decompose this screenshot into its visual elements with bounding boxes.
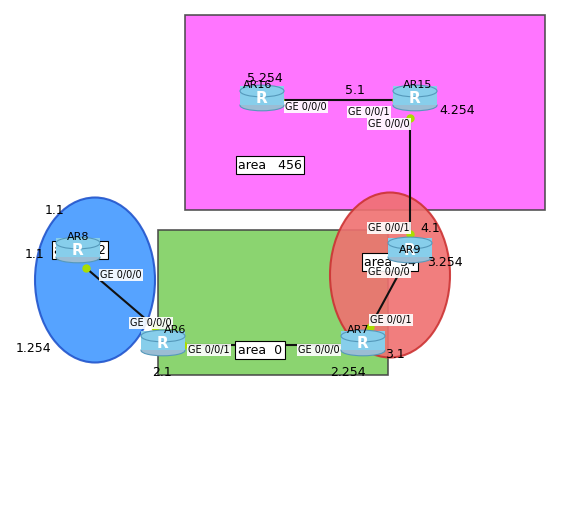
Text: GE 0/0/1: GE 0/0/1	[370, 315, 412, 325]
Text: AR15: AR15	[403, 80, 433, 90]
Text: AR9: AR9	[399, 245, 421, 255]
Text: AR8: AR8	[67, 232, 89, 242]
FancyBboxPatch shape	[240, 86, 284, 105]
Ellipse shape	[330, 192, 450, 357]
Ellipse shape	[240, 100, 284, 111]
Text: GE 0/0/0: GE 0/0/0	[100, 270, 141, 280]
Text: GE 0/0/0: GE 0/0/0	[298, 345, 339, 355]
Text: GE 0/0/1: GE 0/0/1	[368, 223, 410, 233]
Text: AR6: AR6	[164, 325, 186, 335]
Text: 4.254: 4.254	[439, 103, 475, 117]
Ellipse shape	[56, 237, 100, 249]
Text: GE 0/0/0: GE 0/0/0	[285, 102, 327, 112]
Ellipse shape	[56, 252, 100, 263]
Text: 2.254: 2.254	[330, 366, 366, 380]
Ellipse shape	[388, 237, 432, 249]
Ellipse shape	[341, 330, 385, 342]
Ellipse shape	[35, 197, 155, 362]
Text: R: R	[404, 243, 416, 258]
Text: 1.1: 1.1	[45, 204, 65, 216]
FancyBboxPatch shape	[185, 15, 545, 210]
FancyBboxPatch shape	[56, 238, 100, 258]
Text: GE 0/0/0: GE 0/0/0	[368, 267, 410, 277]
Ellipse shape	[393, 85, 437, 97]
Text: R: R	[157, 336, 169, 351]
Text: area   456: area 456	[238, 158, 302, 172]
Text: GE 0/0/1: GE 0/0/1	[188, 345, 229, 355]
Text: area  12: area 12	[54, 243, 106, 257]
Ellipse shape	[240, 85, 284, 97]
Text: 1.1: 1.1	[25, 248, 45, 262]
Text: 5.254: 5.254	[247, 71, 283, 84]
Text: R: R	[409, 91, 421, 106]
Ellipse shape	[388, 252, 432, 263]
Text: 4.1: 4.1	[420, 221, 440, 235]
FancyBboxPatch shape	[158, 230, 388, 375]
Text: GE 0/0/0: GE 0/0/0	[130, 318, 172, 328]
Text: R: R	[256, 91, 268, 106]
Ellipse shape	[141, 345, 185, 356]
FancyBboxPatch shape	[393, 86, 437, 105]
FancyBboxPatch shape	[141, 331, 185, 350]
Text: R: R	[357, 336, 369, 351]
Ellipse shape	[141, 330, 185, 342]
Text: area  0: area 0	[238, 344, 282, 356]
Text: 3.254: 3.254	[427, 256, 463, 269]
Text: AR16: AR16	[243, 80, 273, 90]
FancyBboxPatch shape	[388, 238, 432, 258]
Text: GE 0/0/0: GE 0/0/0	[368, 119, 410, 129]
Text: GE 0/0/1: GE 0/0/1	[348, 107, 390, 117]
Text: R: R	[72, 243, 84, 258]
Text: AR7: AR7	[347, 325, 369, 335]
Ellipse shape	[393, 100, 437, 111]
Text: 3.1: 3.1	[385, 349, 405, 361]
Text: 2.1: 2.1	[152, 366, 172, 380]
FancyBboxPatch shape	[341, 331, 385, 350]
Text: 1.254: 1.254	[15, 342, 51, 354]
Text: area  34: area 34	[364, 256, 416, 269]
Ellipse shape	[341, 345, 385, 356]
Text: 5.1: 5.1	[345, 83, 365, 97]
